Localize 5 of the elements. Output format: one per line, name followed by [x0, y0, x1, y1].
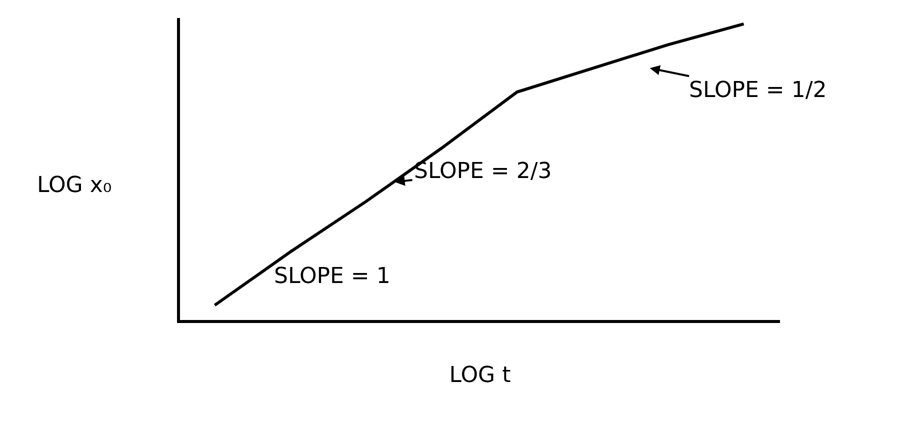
annotation: SLOPE = 1/2 — [689, 78, 827, 103]
x-axis-title: LOG t — [449, 362, 512, 388]
annotation: SLOPE = 2/3 — [414, 159, 552, 184]
y-axis-title: LOG x₀ — [37, 173, 112, 198]
annotation: SLOPE = 1 — [274, 264, 390, 289]
